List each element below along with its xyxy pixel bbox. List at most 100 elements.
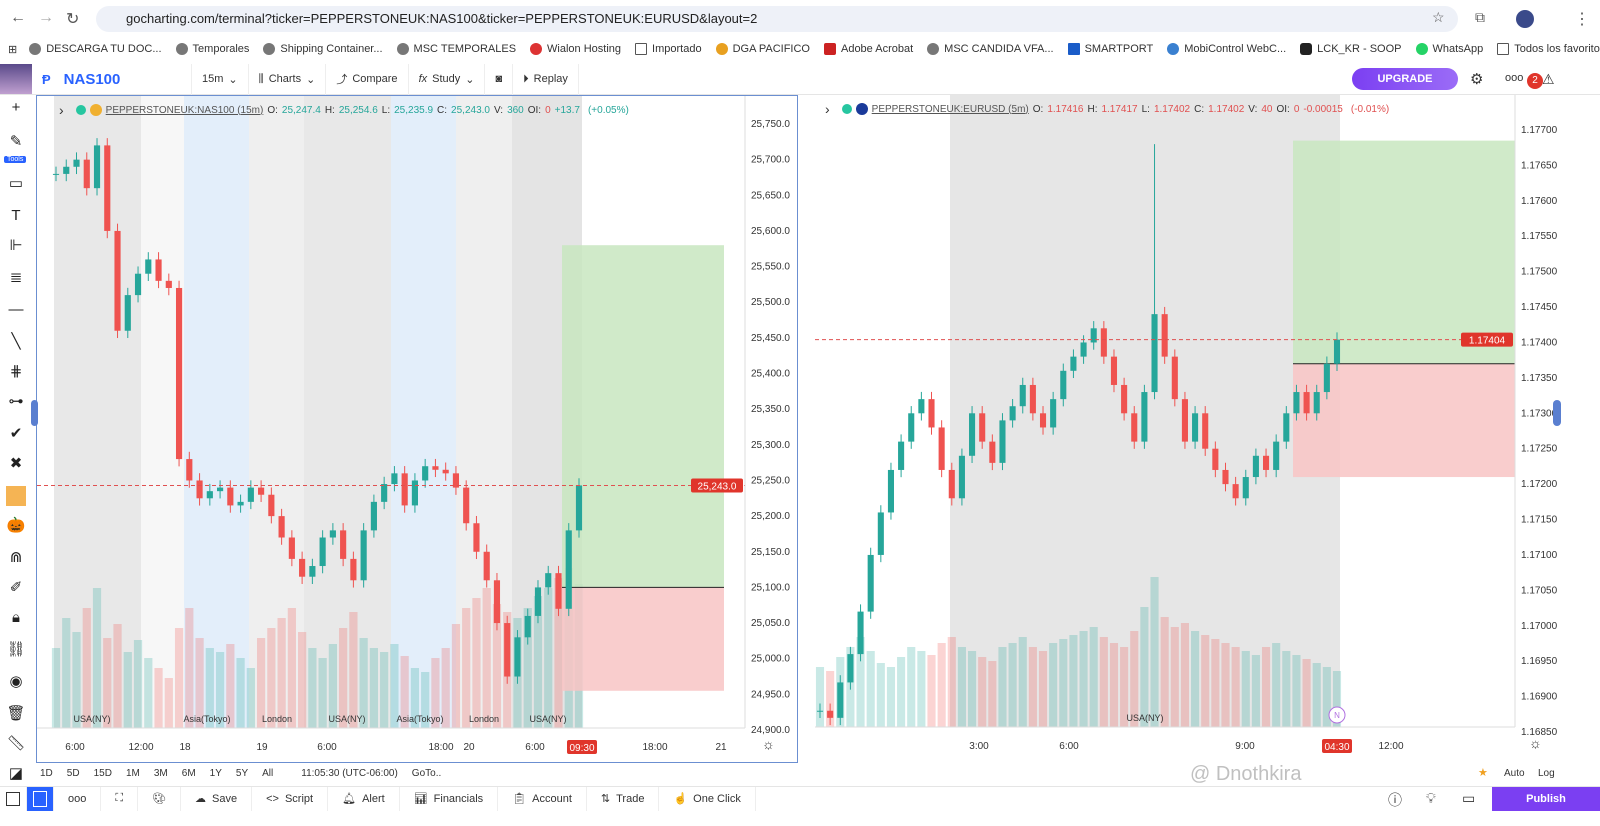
sticker-icon[interactable]: [6, 486, 26, 506]
pumpkin-icon[interactable]: 🎃: [6, 517, 26, 534]
more-icon[interactable]: ooo: [1505, 72, 1524, 84]
lightbulb-icon[interactable]: 💡︎: [1426, 790, 1436, 806]
close-x-icon[interactable]: ✖: [9, 455, 23, 472]
ruler-icon[interactable]: 📏︎: [6, 735, 26, 752]
account-button[interactable]: 📋︎ Account: [498, 786, 587, 811]
timeframe-1m[interactable]: 1M: [125, 767, 140, 779]
address-bar[interactable]: gocharting.com/terminal?ticker=PEPPERSTO…: [96, 6, 1458, 32]
checkmark-icon[interactable]: ✔: [9, 425, 23, 442]
profile-avatar[interactable]: [1516, 10, 1534, 28]
symbol-search[interactable]: Ᵽ NAS100: [32, 63, 192, 95]
forward-icon[interactable]: →: [38, 9, 54, 26]
chart-pane-nas100[interactable]: 25,750.0 25,700.0 25,650.0 25,600.0 25,550.0…: [36, 95, 798, 763]
timeframe-6m[interactable]: 6M: [181, 767, 196, 779]
timeframe-5d[interactable]: 5D: [66, 767, 80, 779]
script-button[interactable]: <> Script: [252, 786, 329, 811]
trade-button[interactable]: ⇅ Trade: [587, 786, 660, 811]
all-bookmarks[interactable]: Todos los favoritos: [1497, 43, 1600, 55]
bookmark[interactable]: DESCARGA TU DOC...: [29, 43, 162, 55]
projection-icon[interactable]: ⊶: [8, 393, 24, 410]
collapse-chevron-icon[interactable]: ›: [59, 102, 64, 118]
more-layouts-button[interactable]: ooo: [54, 786, 102, 811]
theme-button[interactable]: 🎨︎: [138, 786, 182, 811]
timeframe-15d[interactable]: 15D: [93, 767, 112, 779]
crosshair-icon[interactable]: +: [11, 99, 21, 116]
alert-button[interactable]: 🔔︎ Alert: [328, 786, 400, 811]
upgrade-button[interactable]: UPGRADE: [1352, 68, 1458, 90]
one-click-button[interactable]: ☝ One Click: [659, 786, 756, 811]
menu-icon[interactable]: ⋮: [1574, 11, 1590, 28]
bookmark[interactable]: Adobe Acrobat: [823, 43, 913, 55]
chart-pane-eurusd[interactable]: 1.17700 1.17650 1.17600 1.17550 1.17500 1.174…: [815, 95, 1600, 763]
bookmark[interactable]: Temporales: [175, 43, 249, 55]
symbol-label[interactable]: PEPPERSTONEUK:EURUSD (5m): [871, 103, 1029, 115]
rectangle-icon[interactable]: ▭: [8, 175, 24, 192]
timeframe-3m[interactable]: 3M: [153, 767, 168, 779]
bookmark[interactable]: SMARTPORT: [1067, 43, 1153, 55]
timeframe-1d[interactable]: 1D: [40, 767, 53, 779]
bookmark[interactable]: MobiControl WebC...: [1167, 43, 1286, 55]
bookmark[interactable]: DGA PACIFICO: [715, 43, 810, 55]
object-tree-icon[interactable]: ◪: [8, 765, 24, 782]
panel-handle[interactable]: [31, 400, 38, 426]
video-icon[interactable]: ▭: [1462, 790, 1476, 806]
publish-button[interactable]: Publish: [1492, 787, 1600, 811]
chart-settings-icon[interactable]: ☼: [1529, 735, 1542, 751]
measure-icon[interactable]: ⊩: [9, 237, 23, 254]
link-icon[interactable]: ⛓: [6, 641, 26, 658]
timeframe-all[interactable]: All: [262, 767, 274, 779]
star-icon[interactable]: ★: [1478, 767, 1488, 779]
chart-settings-icon[interactable]: ☼: [762, 736, 775, 752]
snapshot-button[interactable]: ◙: [485, 63, 514, 95]
text-icon[interactable]: T: [11, 207, 21, 224]
extensions-icon[interactable]: ⧉: [1475, 9, 1485, 25]
auto-scale-toggle[interactable]: Auto: [1504, 768, 1525, 779]
chart-canvas[interactable]: 1.17700 1.17650 1.17600 1.17550 1.17500 1.174…: [815, 95, 1600, 763]
notification-badge[interactable]: 2: [1527, 73, 1543, 89]
collapse-chevron-icon[interactable]: ›: [825, 101, 830, 117]
charts-dropdown[interactable]: ⫼ Charts ⌄: [249, 63, 327, 95]
bookmark-folder[interactable]: Importado: [635, 43, 702, 55]
save-button[interactable]: ☁ Save: [181, 786, 253, 811]
user-avatar[interactable]: [0, 64, 32, 94]
bookmark[interactable]: Shipping Container...: [263, 43, 383, 55]
panel-handle[interactable]: [1553, 400, 1561, 426]
pen-icon[interactable]: ✎: [9, 133, 23, 150]
reload-icon[interactable]: ↻: [66, 11, 80, 28]
alert-triangle-icon[interactable]: ⚠: [1542, 71, 1555, 87]
trash-icon[interactable]: 🗑︎: [6, 705, 26, 722]
symbol-label[interactable]: PEPPERSTONEUK:NAS100 (15m): [105, 104, 264, 116]
timeframe-5y[interactable]: 5Y: [235, 767, 249, 779]
bookmark[interactable]: MSC TEMPORALES: [396, 43, 516, 55]
apps-icon[interactable]: ⊞: [8, 43, 18, 56]
horizontal-line-icon[interactable]: —: [8, 301, 24, 318]
bookmark[interactable]: MSC CANDIDA VFA...: [927, 43, 1054, 55]
chart-canvas[interactable]: 25,750.0 25,700.0 25,650.0 25,600.0 25,550.0…: [37, 96, 798, 763]
timeframe-1y[interactable]: 1Y: [209, 767, 222, 779]
bookmark-star-icon[interactable]: ☆: [1432, 9, 1445, 25]
fib-icon[interactable]: ≣: [9, 269, 23, 286]
study-dropdown[interactable]: fx Study ⌄: [409, 63, 486, 95]
replay-button[interactable]: ⏵ Replay: [513, 63, 579, 95]
bookmark[interactable]: WhatsApp: [1415, 43, 1483, 55]
log-scale-toggle[interactable]: Log: [1538, 768, 1555, 779]
fullscreen-button[interactable]: ⛶: [101, 786, 139, 811]
compare-button[interactable]: ⤴ Compare: [326, 63, 409, 95]
eye-icon[interactable]: ◉: [9, 673, 23, 690]
lock-icon[interactable]: 🔒︎: [12, 609, 20, 626]
magnet-icon[interactable]: ⋒: [9, 549, 23, 566]
goto-button[interactable]: GoTo..: [411, 767, 442, 779]
trendline-icon[interactable]: ╲: [11, 333, 21, 350]
pattern-icon[interactable]: ⋕: [9, 363, 23, 380]
back-icon[interactable]: ←: [10, 9, 26, 26]
single-layout-button[interactable]: [0, 786, 27, 811]
split-layout-button[interactable]: [27, 786, 54, 811]
bookmark[interactable]: Wialon Hosting: [530, 43, 621, 55]
settings-gear-icon[interactable]: ⚙: [1470, 71, 1484, 88]
candle-body: [1029, 384, 1036, 414]
financials-button[interactable]: 📊︎ Financials: [400, 786, 499, 811]
bookmark[interactable]: LCK_KR - SOOP: [1300, 43, 1402, 55]
lock-drawing-icon[interactable]: ✐: [9, 579, 23, 596]
interval-dropdown[interactable]: 15m ⌄: [192, 63, 249, 95]
help-icon[interactable]: ⓘ: [1388, 792, 1402, 808]
